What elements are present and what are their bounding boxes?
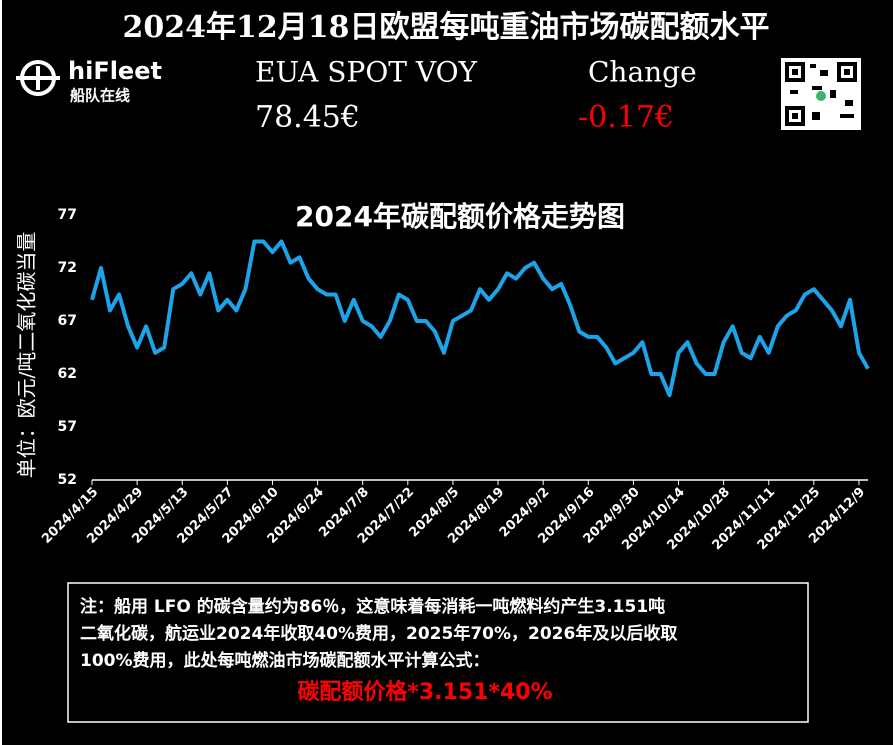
note-line: 注：船用 LFO 的碳含量约为86％，这意味着每消耗一吨燃料约产生3.151吨 xyxy=(80,596,665,617)
change-value: -0.17€ xyxy=(578,100,674,135)
spot-value: 78.45€ xyxy=(255,100,360,135)
note-box xyxy=(67,582,809,723)
y-tick-label: 62 xyxy=(58,366,77,382)
change-label: Change xyxy=(588,56,697,89)
formula: 碳配额价格*3.151*40% xyxy=(297,679,552,705)
logo-subtitle: 船队在线 xyxy=(70,87,130,105)
y-tick-label: 67 xyxy=(58,313,77,329)
y-tick-label: 52 xyxy=(58,472,77,488)
qr-code xyxy=(781,58,861,130)
spot-label: EUA SPOT VOY xyxy=(255,56,478,89)
note-line: 100%费用，此处每吨燃油市场碳配额水平计算公式： xyxy=(80,650,490,671)
logo: hiFleet 船队在线 xyxy=(16,57,162,105)
logo-name: hiFleet xyxy=(68,57,162,85)
price-line xyxy=(90,239,870,398)
main-title: 2024年12月18日欧盟每吨重油市场碳配额水平 xyxy=(123,10,770,45)
y-tick-label: 57 xyxy=(58,419,77,435)
y-tick-label: 72 xyxy=(58,260,77,276)
note-line: 二氧化碳，航运业2024年收取40%费用，2025年70%，2026年及以后收取 xyxy=(80,623,677,644)
chart-title: 2024年碳配额价格走势图 xyxy=(295,200,625,233)
y-axis-label: 单位：欧元/吨二氧化碳当量 xyxy=(15,232,39,479)
y-tick-label: 77 xyxy=(58,207,77,223)
